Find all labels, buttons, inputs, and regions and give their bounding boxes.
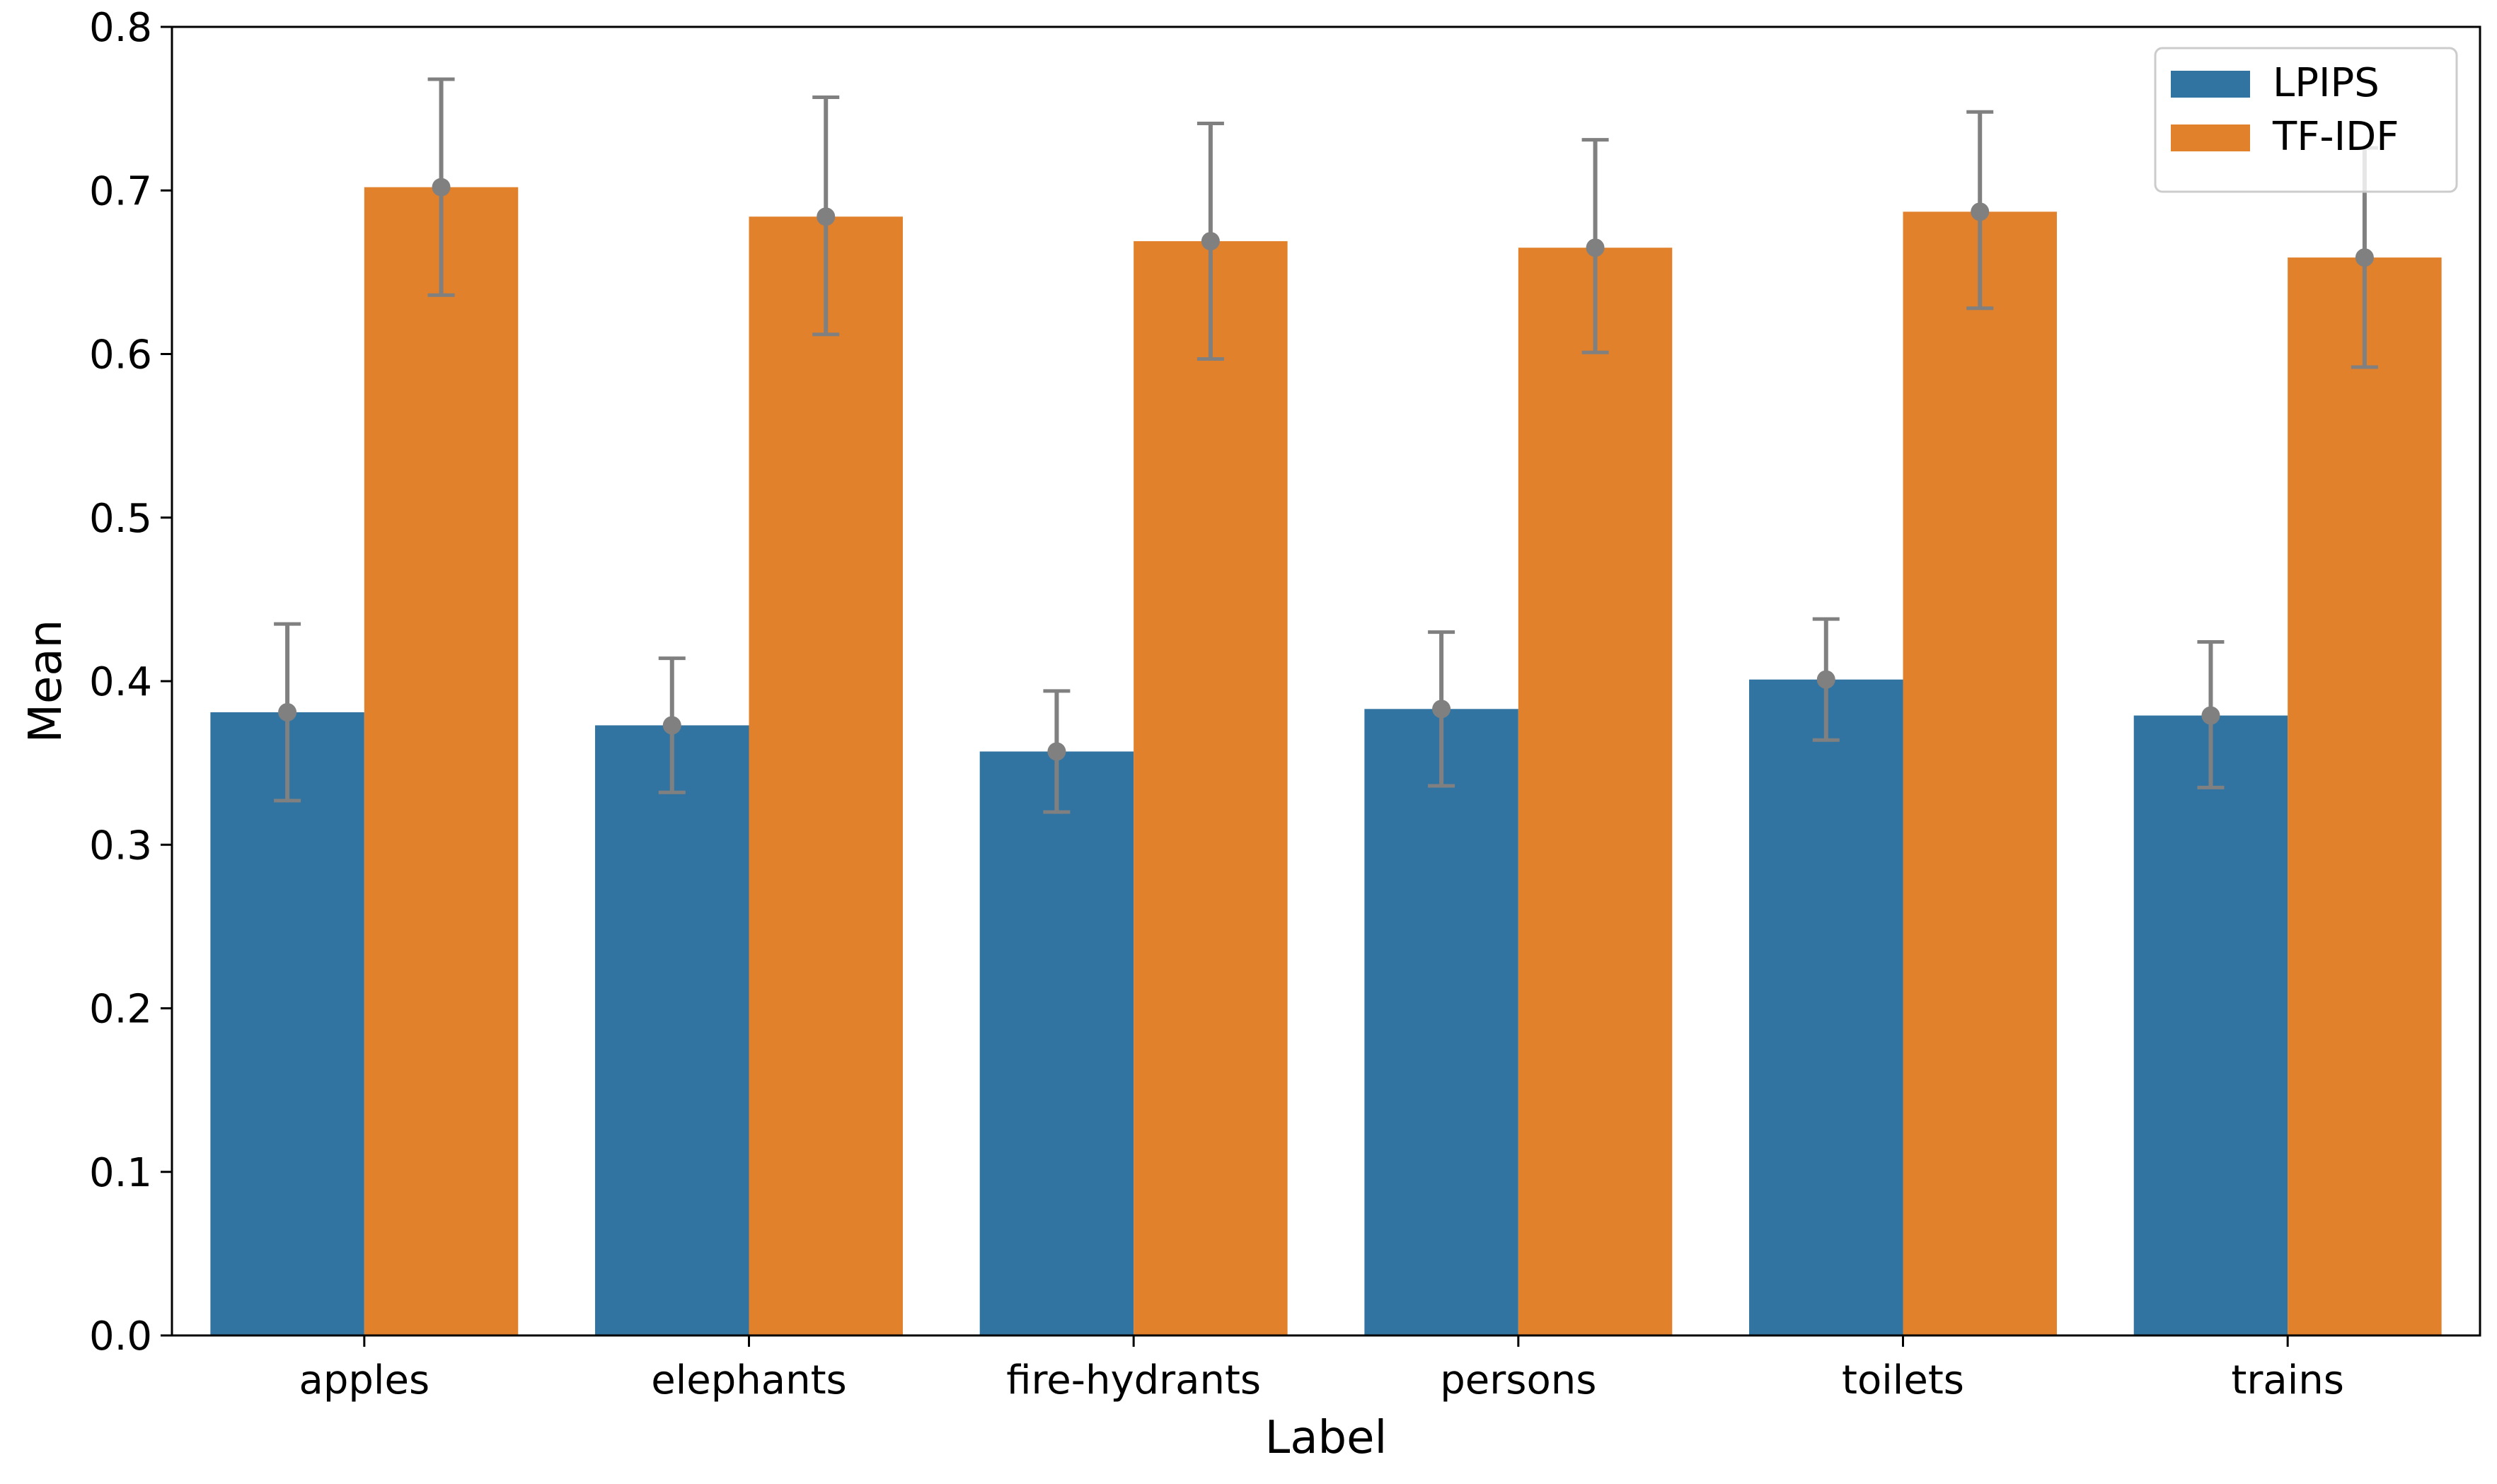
error-bar-tf-idf-apples bbox=[427, 77, 455, 297]
bar-lpips-trains bbox=[2133, 715, 2288, 1335]
bar-tf-idf-toilets bbox=[1903, 211, 2057, 1335]
bar-tf-idf-elephants bbox=[749, 216, 903, 1335]
legend-swatch bbox=[2171, 124, 2250, 151]
y-tick-label: 0.6 bbox=[89, 332, 152, 378]
y-tick-label: 0.1 bbox=[89, 1150, 152, 1196]
y-tick-label: 0.3 bbox=[89, 823, 152, 869]
y-axis: 0.0 0.1 0.2 0.3 0.4 0.5 0.6 0.7 0.8 bbox=[89, 5, 172, 1360]
error-bar-lpips-toilets bbox=[1812, 617, 1840, 742]
x-tick-label-elephants: elephants bbox=[651, 1357, 846, 1403]
x-tick-label-trains: trains bbox=[2231, 1357, 2344, 1403]
y-tick-label: 0.0 bbox=[89, 1314, 152, 1360]
bar-tf-idf-apples bbox=[364, 187, 519, 1335]
error-bar-tf-idf-elephants bbox=[812, 95, 840, 337]
error-bar-tf-idf-toilets bbox=[1966, 110, 1994, 311]
bars-layer bbox=[210, 187, 2442, 1335]
error-bar-lpips-apples bbox=[274, 622, 301, 803]
error-bar-tf-idf-fire-hydrants bbox=[1196, 121, 1224, 361]
x-axis-title: Label bbox=[1265, 1412, 1388, 1464]
bar-lpips-apples bbox=[210, 712, 364, 1335]
y-tick-label: 0.4 bbox=[89, 659, 152, 705]
error-bar-lpips-trains bbox=[2197, 640, 2225, 789]
y-tick-label: 0.8 bbox=[89, 5, 152, 51]
error-bar-lpips-persons bbox=[1428, 630, 1455, 788]
legend-entry-tf-idf: TF-IDF bbox=[2171, 114, 2399, 160]
bar-tf-idf-trains bbox=[2288, 257, 2442, 1335]
x-tick-label-fire-hydrants: fire-hydrants bbox=[1006, 1357, 1261, 1403]
x-tick-label-persons: persons bbox=[1440, 1357, 1596, 1403]
y-tick-label: 0.5 bbox=[89, 496, 152, 542]
error-bar-lpips-fire-hydrants bbox=[1043, 689, 1071, 814]
bar-tf-idf-fire-hydrants bbox=[1134, 240, 1288, 1335]
x-tick-label-apples: apples bbox=[299, 1357, 430, 1403]
x-tick-label-toilets: toilets bbox=[1842, 1357, 1964, 1403]
x-axis: apples elephants fire-hydrants persons toile… bbox=[299, 1335, 2344, 1403]
bar-lpips-fire-hydrants bbox=[979, 751, 1134, 1335]
bar-lpips-toilets bbox=[1749, 679, 1903, 1335]
error-bars-layer bbox=[274, 77, 2378, 814]
legend-entry-lpips: LPIPS bbox=[2171, 60, 2380, 106]
legend-swatch bbox=[2171, 71, 2250, 98]
bar-tf-idf-persons bbox=[1518, 248, 1673, 1335]
error-bar-lpips-elephants bbox=[658, 656, 686, 794]
y-tick-label: 0.2 bbox=[89, 987, 152, 1033]
y-axis-title: Mean bbox=[20, 620, 72, 743]
legend-label: TF-IDF bbox=[2272, 114, 2399, 160]
y-tick-label: 0.7 bbox=[89, 168, 152, 214]
bar-lpips-persons bbox=[1364, 709, 1518, 1335]
error-bar-tf-idf-persons bbox=[1581, 138, 1609, 354]
legend: LPIPS TF-IDF bbox=[2154, 47, 2458, 193]
bar-lpips-elephants bbox=[595, 725, 749, 1335]
legend-label: LPIPS bbox=[2273, 60, 2380, 106]
